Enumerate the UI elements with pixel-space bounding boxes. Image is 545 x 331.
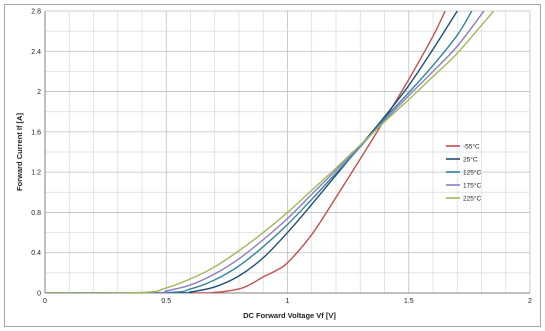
- x-tick-label: 2: [528, 298, 532, 305]
- legend-label: 225°C: [463, 194, 481, 202]
- series-line-3: [45, 11, 473, 293]
- y-tick-label: 0.4: [31, 250, 41, 257]
- y-tick-label: 2: [37, 89, 41, 96]
- y-tick-label: 1.6: [31, 129, 41, 136]
- x-tick-label: 0: [43, 298, 47, 305]
- legend-label: 25°C: [463, 155, 478, 163]
- legend-label: 175°C: [463, 181, 481, 189]
- y-axis-title: Forward Current If [A]: [15, 113, 24, 191]
- x-tick-label: 1: [286, 298, 290, 305]
- y-tick-label: 0: [37, 291, 41, 298]
- series-line-1: [45, 11, 446, 293]
- x-tick-label: 0.5: [161, 298, 171, 305]
- y-tick-label: 2.8: [31, 9, 41, 16]
- series-line-5: [45, 11, 495, 293]
- y-tick-label: 1.2: [31, 170, 41, 177]
- series-line-4: [45, 11, 485, 293]
- series-line-2: [45, 11, 458, 293]
- x-tick-label: 1.5: [404, 298, 414, 305]
- legend-label: 125°C: [463, 168, 481, 176]
- legend-label: -55°C: [463, 142, 480, 150]
- x-axis-title: DC Forward Voltage Vf [V]: [243, 311, 336, 320]
- y-tick-label: 0.8: [31, 210, 41, 217]
- y-tick-label: 2.4: [31, 49, 41, 56]
